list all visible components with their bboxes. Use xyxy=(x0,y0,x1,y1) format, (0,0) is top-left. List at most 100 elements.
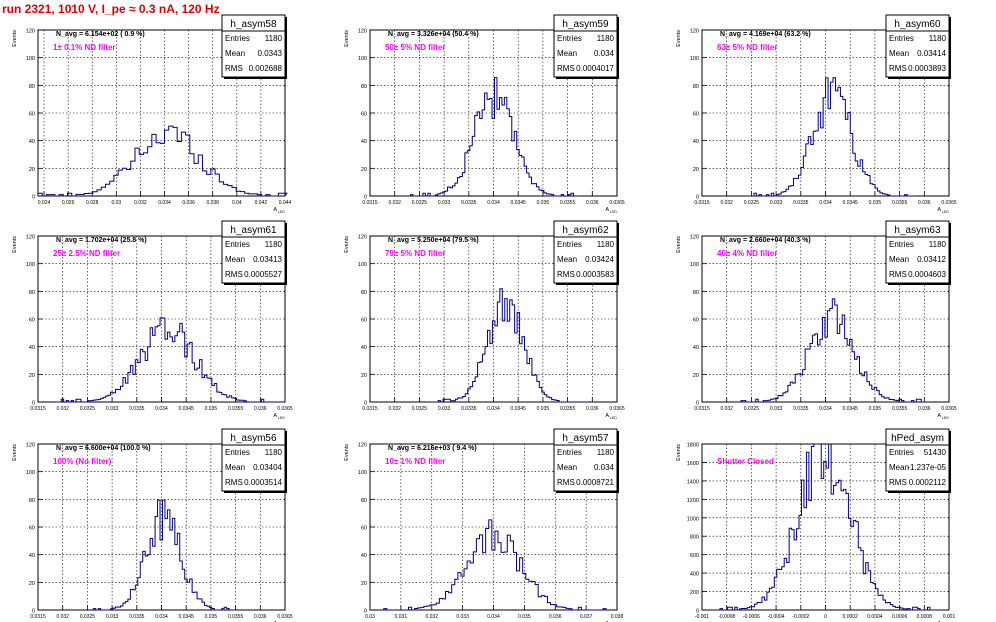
filter-note: 1± 0.1% ND filter xyxy=(53,43,116,52)
stats-value-rms: 0.002688 xyxy=(249,64,283,73)
stats-value-mean: 0.03412 xyxy=(917,255,946,264)
x-tick-label: 0.033 xyxy=(770,200,783,206)
x-tick-label: 0.034 xyxy=(155,406,168,412)
x-axis-subscript: LED xyxy=(610,416,617,420)
y-tick-label: 100 xyxy=(26,262,35,268)
y-tick-label: 80 xyxy=(361,84,367,90)
y-tick-label: 20 xyxy=(693,373,699,379)
x-tick-label: 0.0365 xyxy=(277,614,293,620)
x-tick-label: 0.0345 xyxy=(843,200,859,206)
y-tick-label: 200 xyxy=(690,590,699,596)
navg-label: N_avg = 3.326e+04 (50.4 %) xyxy=(388,31,479,38)
y-tick-label: 20 xyxy=(29,167,35,173)
y-tick-label: 0 xyxy=(32,401,35,407)
stats-label-rms: RMS xyxy=(225,270,243,279)
x-tick-label: 0.0325 xyxy=(744,406,760,412)
x-tick-label: 0.0008 xyxy=(917,614,933,620)
x-tick-label: 0.0355 xyxy=(892,406,908,412)
stats-shadow-right xyxy=(285,223,287,285)
x-tick-label: 0.032 xyxy=(56,406,69,412)
y-tick-label: 20 xyxy=(361,581,367,587)
x-tick-label: 0.04 xyxy=(232,200,242,206)
x-tick-label: 0.0345 xyxy=(179,406,195,412)
y-tick-label: 20 xyxy=(29,373,35,379)
stats-label-rms: RMS xyxy=(557,478,575,487)
stats-box xyxy=(553,428,618,492)
navg-label: N_avg = 2.660e+04 (40.3 %) xyxy=(720,237,811,244)
y-tick-label: 120 xyxy=(358,29,367,35)
y-tick-label: 600 xyxy=(690,553,699,559)
stats-label-entries: Entries xyxy=(225,240,250,249)
y-tick-label: 1000 xyxy=(687,516,699,522)
stats-value-mean: 0.034 xyxy=(594,49,615,58)
x-tick-label: 0.03 xyxy=(111,200,121,206)
x-tick-label: 0.031 xyxy=(395,614,408,620)
navg-label: N_avg = 6.600e+04 (100.0 %) xyxy=(56,445,151,452)
y-tick-label: 1600 xyxy=(687,461,699,467)
histogram-line xyxy=(410,77,579,197)
y-tick-label: 20 xyxy=(361,373,367,379)
navg-label: N_avg = 4.169e+04 (63.2 %) xyxy=(720,31,811,38)
x-tick-label: 0.032 xyxy=(720,200,733,206)
y-tick-label: 20 xyxy=(29,581,35,587)
x-tick-label: 0.035 xyxy=(537,406,550,412)
x-tick-label: 0.0355 xyxy=(228,614,244,620)
y-tick-label: 100 xyxy=(358,262,367,268)
y-tick-label: 20 xyxy=(361,167,367,173)
stats-box xyxy=(553,220,618,284)
y-tick-label: 120 xyxy=(690,29,699,35)
histogram-panel-h_asym58: 0 20 40 60 80 100 120 0.024 0.026 0.028 0.03 0.032 0… xyxy=(12,14,291,214)
stats-value-rms: 0.0008721 xyxy=(576,478,614,487)
filter-note: 40± 4% ND filter xyxy=(717,249,777,258)
x-tick-label: 0.033 xyxy=(770,406,783,412)
y-tick-label: 80 xyxy=(693,84,699,90)
x-tick-label: 0 xyxy=(824,614,827,620)
navg-label: N_avg = 6.154e+02 ( 0.9 %) xyxy=(56,31,145,38)
y-tick-label: 60 xyxy=(361,318,367,324)
stats-value-entries: 51430 xyxy=(924,448,947,457)
y-tick-label: 120 xyxy=(26,443,35,449)
hist-name: h_asym60 xyxy=(894,19,941,30)
y-tick-label: 60 xyxy=(361,112,367,118)
y-axis-title: Events xyxy=(12,444,18,461)
x-tick-label: -0.0004 xyxy=(768,614,785,620)
x-tick-label: 0.032 xyxy=(388,406,401,412)
stats-shadow-bottom xyxy=(224,77,285,79)
y-tick-label: 40 xyxy=(361,345,367,351)
x-tick-label: 0.038 xyxy=(611,614,624,620)
stats-label-rms: RMS xyxy=(889,270,907,279)
y-tick-label: 0 xyxy=(364,401,367,407)
x-tick-label: 0.0335 xyxy=(793,406,809,412)
y-tick-label: 100 xyxy=(26,56,35,62)
histogram-line xyxy=(37,125,288,197)
stats-label-rms: RMS xyxy=(557,64,575,73)
stats-box xyxy=(221,220,286,284)
y-tick-label: 20 xyxy=(693,167,699,173)
y-axis-title: Events xyxy=(676,30,682,47)
hist-name: h_asym57 xyxy=(562,433,609,444)
x-tick-label: 0.0004 xyxy=(867,614,883,620)
filter-note: 100% (No filter) xyxy=(53,457,112,466)
stats-label-mean: Mean xyxy=(889,255,909,264)
histogram-panel-h_asym57: 0 20 40 60 80 100 120 0.03 0.031 0.032 0.033 0.034 0… xyxy=(344,428,624,622)
y-tick-label: 60 xyxy=(29,112,35,118)
x-tick-label: 0.0315 xyxy=(30,406,46,412)
histogram-line xyxy=(751,77,915,197)
stats-label-entries: Entries xyxy=(225,448,250,457)
stats-shadow-bottom xyxy=(888,77,949,79)
y-tick-label: 100 xyxy=(690,262,699,268)
y-tick-label: 0 xyxy=(32,195,35,201)
stats-label-mean: Mean xyxy=(557,49,577,58)
stats-label-rms: RMS xyxy=(557,270,575,279)
x-axis-title: A xyxy=(605,413,609,419)
stats-shadow-right xyxy=(617,223,619,285)
histogram-line xyxy=(735,298,929,403)
x-axis-subscript: LED xyxy=(942,210,949,214)
x-tick-label: 0.0325 xyxy=(744,200,760,206)
histogram-panel-hPed_asym: 0 200 400 600 800 1000 1200 1400 1600 1800 -0.001 -… xyxy=(676,428,955,622)
x-tick-label: 0.034 xyxy=(819,200,832,206)
stats-value-entries: 1180 xyxy=(597,448,615,457)
y-tick-label: 40 xyxy=(29,139,35,145)
y-axis-title: Events xyxy=(12,236,18,253)
